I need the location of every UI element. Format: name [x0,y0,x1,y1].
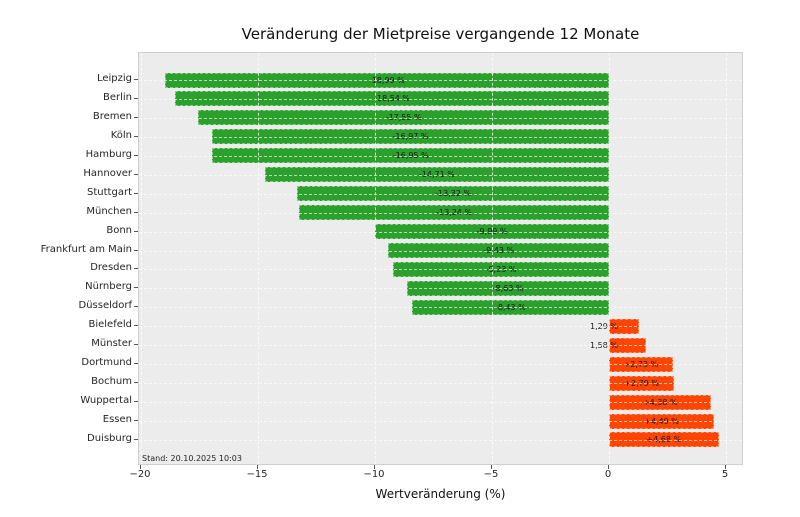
y-tick-label-k-ln: Köln [110,129,132,141]
y-tick-mark [134,401,138,403]
y-tick-mark [134,116,138,118]
y-tick-label-bonn: Bonn [106,224,132,236]
y-tick-label-n-rnberg: Nürnberg [85,281,132,293]
bar-leipzig [164,72,609,88]
y-tick-mark [134,192,138,194]
chart-title: Veränderung der Mietpreise vergangende 1… [241,25,640,43]
horizontal-gridline [139,345,742,347]
y-tick-mark [134,306,138,308]
y-tick-mark [134,230,138,232]
x-tick-mark [140,465,141,469]
y-tick-mark [134,420,138,422]
x-tick-mark [608,465,609,469]
x-tick-mark [257,465,258,469]
x-tick-label: 5 [721,469,729,480]
bar-frankfurt-am-main [388,243,609,259]
y-tick-label-essen: Essen [102,414,132,426]
y-tick-label-leipzig: Leipzig [96,73,132,84]
y-tick-mark [134,325,138,327]
y-tick-label-berlin: Berlin [102,91,132,103]
timestamp-annotation: Stand: 20.10.2025 10:03 [142,454,242,463]
y-tick-label-stuttgart: Stuttgart [87,186,132,198]
bar-stuttgart [297,186,609,202]
y-tick-mark [134,438,138,440]
bar-k-ln [211,129,609,145]
y-tick-mark [134,211,138,213]
x-tick-mark [374,465,375,469]
bar-d-sseldorf [411,299,609,315]
x-tick-mark [725,465,726,469]
y-tick-mark [134,173,138,175]
bar-hannover [264,167,609,183]
bar-value-label: 1,29 % [590,321,618,331]
y-tick-label-duisburg: Duisburg [87,432,132,444]
plot-area: Stand: 20.10.2025 10:03 -18,99 % -18,54 %… [138,52,743,465]
y-tick-label-m-nster: Münster [91,338,132,350]
bar-dresden [393,261,609,277]
x-tick-mark [491,465,492,469]
bar-bochum [609,375,675,391]
y-tick-mark [134,344,138,346]
y-tick-label-dortmund: Dortmund [81,357,132,369]
bar-n-rnberg [407,280,609,296]
y-tick-mark [134,249,138,251]
bar-bielefeld [609,318,640,334]
y-tick-mark [134,363,138,365]
bar-m-nchen [299,205,609,221]
y-tick-label-bochum: Bochum [91,376,132,388]
bar-value-label: 1,58 % [590,340,618,350]
horizontal-gridline [139,326,742,328]
y-tick-label-hannover: Hannover [83,167,132,179]
y-tick-label-m-nchen: München [86,205,132,217]
bar-bonn [375,224,609,240]
x-tick-label: −15 [246,469,268,480]
bar-duisburg [609,432,719,448]
bar-berlin [175,91,609,107]
y-tick-label-d-sseldorf: Düsseldorf [78,300,133,312]
bar-m-nster [609,337,646,353]
vertical-gridline [141,53,142,464]
x-tick-label: −20 [129,469,151,480]
x-tick-label: 0 [604,469,612,480]
x-tick-label: −10 [363,469,385,480]
y-tick-label-hamburg: Hamburg [85,148,132,160]
y-tick-label-bielefeld: Bielefeld [88,319,132,331]
y-tick-label-dresden: Dresden [90,262,132,274]
y-tick-mark [134,154,138,156]
y-tick-mark [134,382,138,384]
y-tick-label-wuppertal: Wuppertal [80,395,132,407]
bar-hamburg [212,148,609,164]
y-tick-mark [134,79,138,80]
bar-bremen [198,110,609,126]
bar-wuppertal [609,394,712,410]
y-tick-mark [134,287,138,289]
bar-essen [609,413,715,429]
y-tick-label-frankfurt-am-main: Frankfurt am Main [40,243,132,255]
x-tick-label: −5 [483,469,499,480]
bar-dortmund [609,356,673,372]
vertical-gridline [726,53,727,464]
y-tick-mark [134,268,138,270]
y-tick-mark [134,135,138,137]
y-tick-label-bremen: Bremen [92,110,132,122]
y-tick-mark [134,97,138,99]
x-axis-label: Wertveränderung (%) [375,487,506,501]
